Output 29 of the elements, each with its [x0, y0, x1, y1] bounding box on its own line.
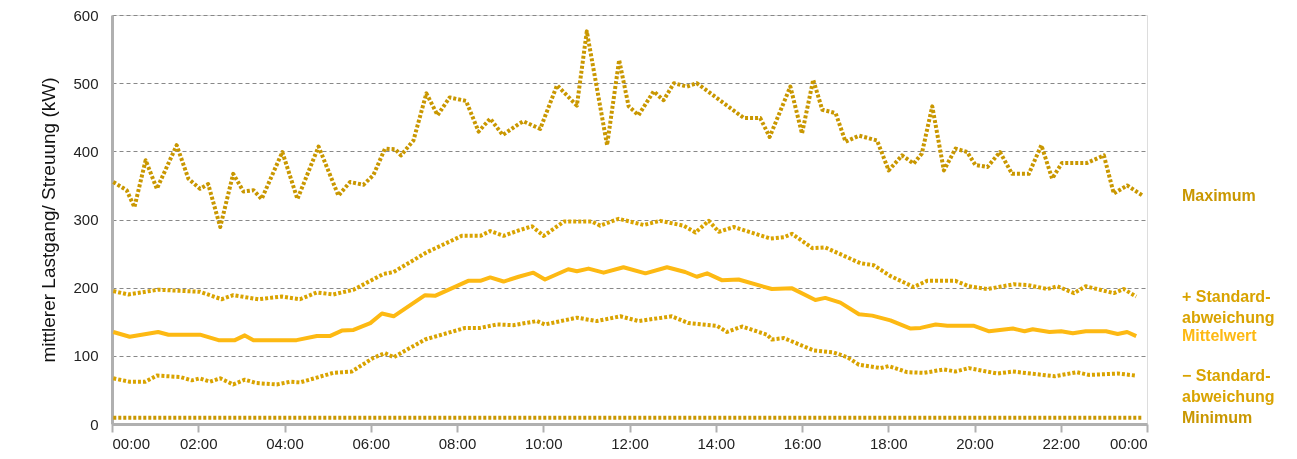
x-tick-label: 14:00: [697, 434, 736, 452]
text: Maximum: [1182, 186, 1256, 204]
x-tick-label: 08:00: [438, 434, 477, 452]
y-tick-label: 200: [73, 279, 99, 297]
y-tick-label: 500: [73, 74, 99, 92]
text: + Standard-abweichung: [1182, 287, 1275, 326]
y-tick-label: 300: [73, 211, 99, 228]
y-tick-label: 600: [73, 6, 99, 24]
y-axis-title: mittlerer Lastgang/ Streuung (kW): [38, 77, 60, 363]
text: Minimum: [1182, 408, 1253, 426]
x-tick-label: 06:00: [352, 434, 391, 452]
x-tick-label: 10:00: [524, 434, 563, 452]
x-tick-label: 16:00: [783, 434, 822, 452]
line-series: [112, 29, 1145, 229]
x-tick-label: 00:00: [1109, 434, 1148, 452]
y-tick-label: 100: [73, 347, 99, 365]
x-tick-label: 20:00: [956, 434, 994, 452]
text: Mittelwert: [1182, 327, 1258, 345]
x-tick-label: 18:00: [869, 434, 908, 452]
x-tick-label: 04:00: [266, 434, 304, 452]
line-series: [112, 265, 1139, 343]
x-tick-label: 12:00: [611, 434, 649, 452]
x-tick-label: 00:00: [112, 434, 151, 452]
y-tick-label: 400: [73, 142, 99, 160]
text: − Standard-abweichung: [1182, 366, 1275, 405]
y-tick-label: 0: [90, 415, 99, 433]
x-tick-label: 22:00: [1042, 434, 1081, 452]
x-tick-label: 02:00: [179, 434, 218, 452]
line-series: [112, 216, 1139, 302]
